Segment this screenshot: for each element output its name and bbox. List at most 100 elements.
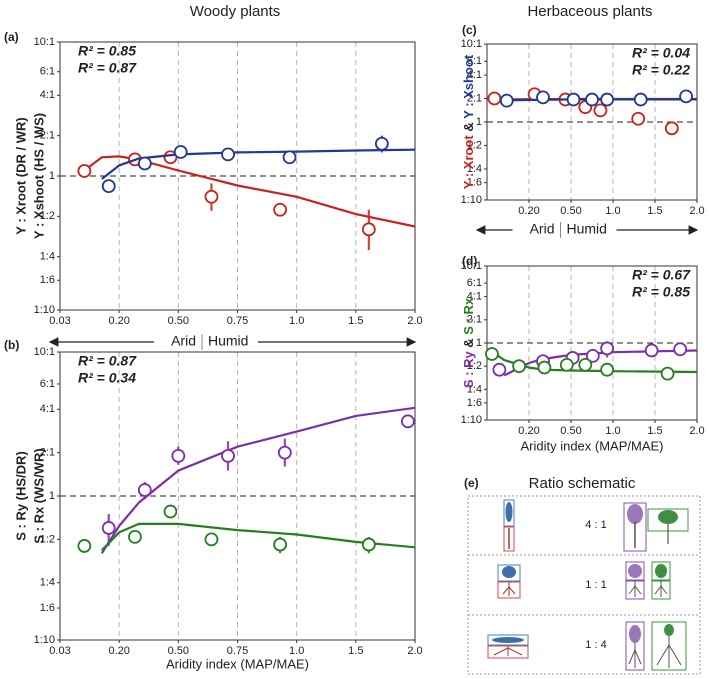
y-tick-label: 6:1 <box>40 378 55 390</box>
point <box>600 92 615 107</box>
r2-annotation: R² = 0.22 <box>632 62 690 78</box>
point <box>277 445 292 460</box>
point <box>492 362 507 377</box>
y-tick-label: 1:10 <box>34 304 55 316</box>
x-tick-label: 1.5 <box>647 205 662 217</box>
panel: (c) 0.20 0.50 1.0 1.5 2.0 10:1 6:1 4:1 2:1 1 1:2 1:4… <box>461 23 705 239</box>
plot-frame <box>486 265 698 421</box>
x-tick-label: 0.50 <box>560 205 581 217</box>
x-tick-label: 0.50 <box>168 315 189 327</box>
point <box>536 90 550 105</box>
y-tick-label: 1:4 <box>40 251 55 263</box>
fit-curve <box>101 522 416 552</box>
x-tick-label: 1.0 <box>605 425 620 437</box>
point <box>171 448 186 463</box>
plant-icon <box>503 499 689 552</box>
arrow-label: Arid <box>530 221 555 237</box>
point <box>485 347 499 361</box>
x-tick-label: 2.0 <box>407 645 422 657</box>
y-label-part: Y : Xroot <box>461 135 476 190</box>
panel: (b) 0.03 0.20 0.50 0.75 1.0 1.5 2.0 10:1 6:1 4:1 2:… <box>4 338 423 671</box>
point <box>101 179 116 194</box>
point <box>593 103 608 118</box>
y-label-part: S : Rx <box>461 297 476 335</box>
point <box>77 164 92 178</box>
panel-label: (b) <box>4 338 19 352</box>
point <box>566 92 581 107</box>
y-label-part: Y : Xshoot <box>461 54 476 119</box>
y-tick-label: 1:10 <box>461 414 482 426</box>
y-tick-label: 4:1 <box>467 291 482 303</box>
ratio-label: 4 : 1 <box>585 519 606 531</box>
arrow-label-bg <box>512 221 617 239</box>
point <box>600 362 615 377</box>
x-axis-label: Aridity index (MAP/MAE) <box>520 438 663 453</box>
x-tick-label: 1.5 <box>348 315 363 327</box>
r2-annotation: R² = 0.85 <box>632 284 690 300</box>
point <box>400 414 415 429</box>
point <box>374 136 389 151</box>
y-axis-label: S : Ry & S : Rx <box>461 297 476 388</box>
point <box>600 341 615 356</box>
panel-label: (d) <box>462 254 477 268</box>
y-tick-label: 4:1 <box>40 89 55 101</box>
x-tick-label: 0.75 <box>227 315 248 327</box>
y-tick-label: 1 <box>476 116 482 128</box>
y-tick-label: 1 <box>476 337 482 349</box>
point <box>578 357 593 372</box>
point <box>361 537 376 552</box>
x-tick-label: 0.50 <box>560 425 581 437</box>
point <box>631 111 646 126</box>
point <box>273 202 288 217</box>
point <box>537 360 552 375</box>
point <box>660 366 675 381</box>
y-tick-label: 1:2 <box>40 210 55 222</box>
y-tick-label: 1:10 <box>461 194 482 206</box>
y-axis-label: S : Ry (HS/DR) <box>13 451 28 541</box>
point <box>644 343 659 358</box>
point <box>77 539 92 553</box>
r2-annotation: R² = 0.67 <box>632 267 691 283</box>
x-tick-label: 2.0 <box>689 205 704 217</box>
y-tick-label: 4:1 <box>40 403 55 415</box>
point <box>512 359 527 374</box>
y-tick-label: 1:2 <box>467 139 482 151</box>
x-tick-label: 1.5 <box>647 425 662 437</box>
arrow-label: Arid <box>171 333 196 349</box>
arrow-label-bg <box>154 333 258 351</box>
plot-frame <box>59 351 416 641</box>
fit-curve <box>83 155 416 228</box>
y-axis-label: Y : Xroot & Y : Xshoot <box>461 54 476 189</box>
panel-header: Woody plants <box>190 3 281 20</box>
arrow-label: Humid <box>567 221 607 237</box>
point <box>204 189 219 204</box>
x-tick-label: 1.0 <box>289 315 304 327</box>
y-tick-label: 2:1 <box>40 130 55 142</box>
y-tick-label: 1:6 <box>40 602 55 614</box>
x-tick-label: 1.0 <box>605 205 620 217</box>
fit-curve <box>101 148 416 180</box>
point <box>361 222 376 237</box>
y-tick-label: 1:4 <box>40 577 55 589</box>
point <box>137 483 152 497</box>
y-tick-label: 1 <box>49 170 55 182</box>
point <box>204 532 219 547</box>
y-label-part: S : Ry <box>461 351 476 389</box>
y-tick-label: 1:10 <box>34 634 55 646</box>
y-label-joiner: & <box>461 119 476 135</box>
point <box>559 357 574 372</box>
schematic: (e) Ratio schematic 4 : 1 1 : 1 1 : 4 <box>464 475 701 675</box>
point <box>221 448 235 463</box>
y-tick-label: 2:1 <box>467 92 482 104</box>
y-tick-label: 10:1 <box>34 346 55 358</box>
plot-frame <box>486 43 698 201</box>
plot-frame <box>59 41 416 311</box>
point <box>673 342 688 357</box>
plant-icon <box>497 561 671 600</box>
point <box>679 89 693 104</box>
y-tick-label: 6:1 <box>467 55 482 67</box>
point <box>163 504 178 519</box>
point <box>664 121 679 136</box>
y-tick-label: 6:1 <box>467 277 482 289</box>
fit-curve <box>100 406 416 554</box>
